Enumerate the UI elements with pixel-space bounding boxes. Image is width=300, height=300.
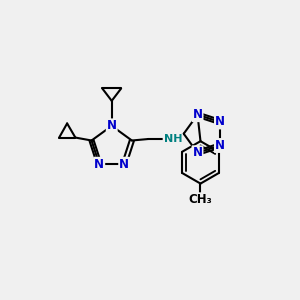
Text: NH: NH bbox=[164, 134, 182, 144]
Text: N: N bbox=[193, 108, 202, 121]
Text: N: N bbox=[215, 139, 225, 152]
Text: N: N bbox=[107, 119, 117, 132]
Text: N: N bbox=[119, 158, 129, 171]
Text: CH₃: CH₃ bbox=[189, 193, 212, 206]
Text: N: N bbox=[193, 146, 202, 159]
Text: N: N bbox=[94, 158, 104, 171]
Text: N: N bbox=[215, 116, 225, 128]
